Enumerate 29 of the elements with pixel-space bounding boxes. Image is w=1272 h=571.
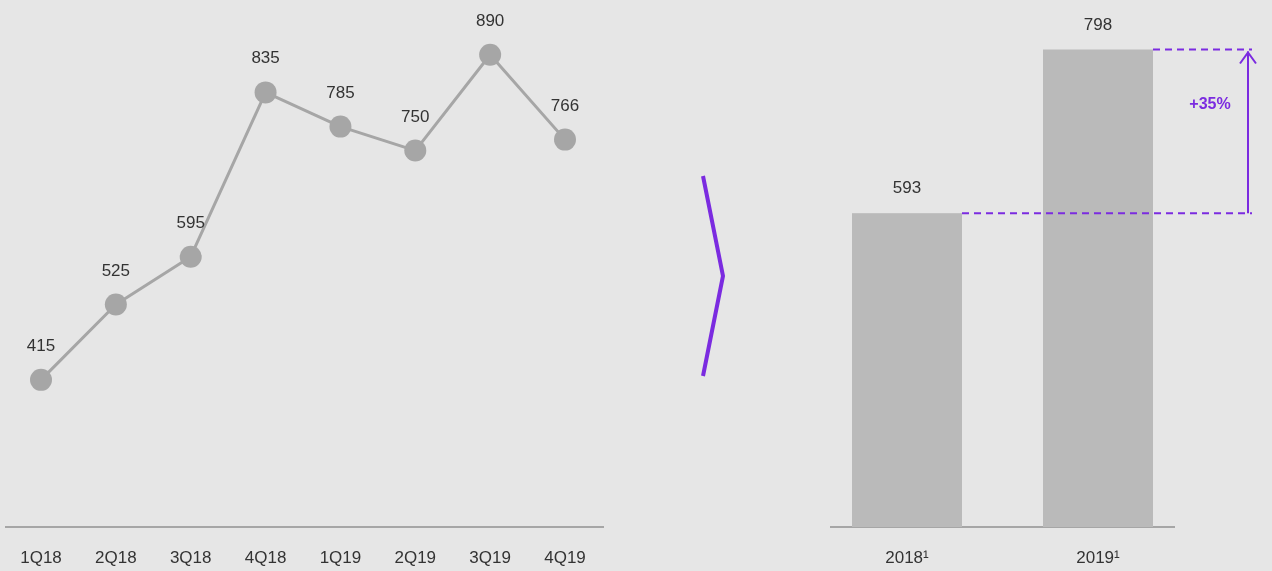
point (329, 115, 352, 138)
data-label: 593 (892, 178, 922, 198)
x-tick-label: 2018¹ (885, 548, 930, 567)
x-tick-label: 4Q18 (244, 548, 287, 567)
point (254, 81, 277, 104)
data-label: 835 (251, 48, 280, 68)
data-label: 750 (401, 106, 430, 126)
x-tick-label: 2Q19 (394, 548, 437, 567)
annotation: +35% (1189, 95, 1231, 113)
x-tick-label: 3Q18 (169, 548, 212, 567)
point (30, 368, 52, 391)
x-tick-label: 2019¹ (1076, 548, 1121, 567)
point (179, 245, 202, 268)
point (404, 139, 427, 162)
data-label: 785 (326, 82, 355, 102)
point (554, 128, 576, 151)
data-label: 890 (475, 10, 505, 30)
x-tick-label: 2Q18 (95, 548, 137, 567)
x-tick-label: 4Q19 (544, 548, 586, 567)
data-label: 525 (101, 260, 131, 280)
x-tick-label: 1Q19 (319, 548, 362, 567)
data-label: 766 (550, 95, 580, 115)
data-label: 798 (1083, 14, 1113, 34)
point (479, 43, 502, 66)
data-label: 415 (26, 335, 56, 355)
data-label: 595 (176, 212, 205, 232)
x-tick-label: 3Q19 (469, 548, 511, 567)
x-tick-label: 1Q18 (20, 548, 62, 567)
point (104, 293, 127, 316)
